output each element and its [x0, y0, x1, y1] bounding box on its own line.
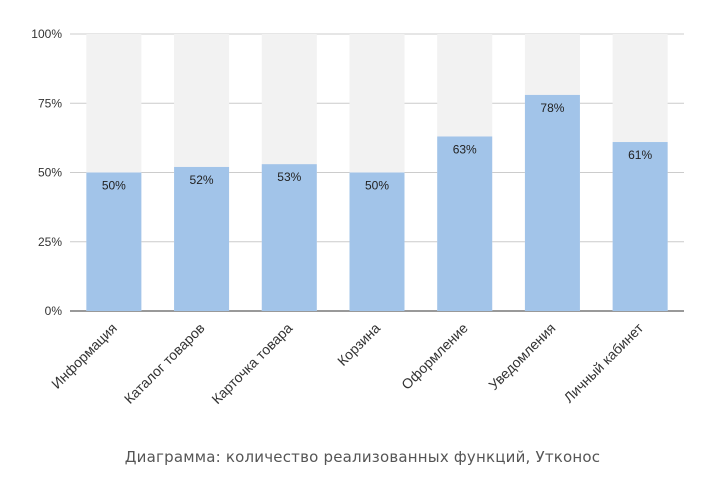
data-label: 78%: [540, 101, 564, 115]
bar: [349, 172, 405, 311]
y-tick-label: 0%: [45, 304, 63, 318]
chart-caption: Диаграмма: количество реализованных функ…: [124, 448, 601, 466]
y-tick-label: 75%: [38, 96, 62, 110]
data-label: 50%: [102, 179, 126, 193]
bar-chart: 50% 52% 53% 50% 63% 78% 61% 0% 25% 50% 75% 100% Ин…: [31, 27, 684, 407]
data-bars: [86, 94, 668, 311]
bar: [524, 94, 580, 311]
data-label: 63%: [453, 142, 477, 156]
data-label: 53%: [277, 170, 301, 184]
data-label: 50%: [365, 179, 389, 193]
bar: [174, 166, 230, 311]
x-category-label: Информация: [48, 320, 120, 392]
bar: [86, 172, 142, 311]
x-category-label: Корзина: [334, 320, 383, 369]
y-tick-label: 25%: [38, 235, 62, 249]
bar: [261, 164, 317, 311]
x-category-label: Личный кабинет: [560, 319, 646, 405]
bar: [437, 136, 493, 311]
y-tick-label: 100%: [31, 27, 62, 41]
x-category-label: Каталог товаров: [121, 320, 208, 407]
y-tick-label: 50%: [38, 166, 62, 180]
data-labels: 50% 52% 53% 50% 63% 78% 61%: [102, 101, 653, 193]
y-axis-ticks: 0% 25% 50% 75% 100%: [31, 27, 62, 318]
x-category-label: Оформление: [398, 320, 471, 393]
x-category-label: Карточка товара: [208, 320, 295, 407]
data-label: 61%: [628, 148, 652, 162]
bar: [612, 142, 668, 311]
data-label: 52%: [190, 173, 214, 187]
x-category-label: Уведомления: [485, 320, 558, 393]
x-axis-categories: Информация Каталог товаров Карточка товара…: [48, 319, 647, 407]
